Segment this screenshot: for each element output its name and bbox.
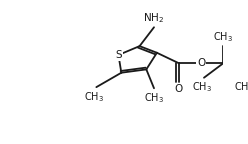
Text: NH$_2$: NH$_2$: [143, 11, 165, 25]
Text: S: S: [115, 50, 122, 60]
Text: CH$_3$: CH$_3$: [213, 31, 233, 44]
Text: CH$_3$: CH$_3$: [234, 80, 248, 94]
Text: O: O: [175, 84, 183, 94]
Text: CH$_3$: CH$_3$: [192, 80, 212, 94]
Text: CH$_3$: CH$_3$: [144, 92, 164, 105]
Text: CH$_3$: CH$_3$: [84, 90, 104, 104]
Text: O: O: [197, 58, 205, 68]
